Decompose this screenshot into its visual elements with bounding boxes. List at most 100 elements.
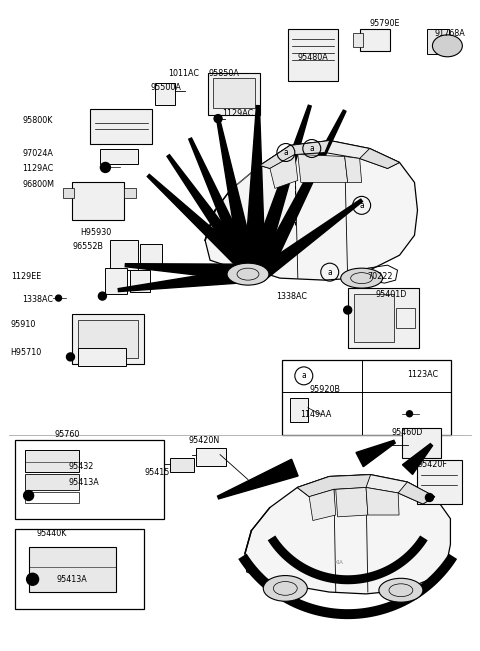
Text: 95415: 95415 bbox=[144, 467, 169, 477]
Text: 95432: 95432 bbox=[69, 462, 94, 471]
Circle shape bbox=[251, 268, 259, 276]
Circle shape bbox=[56, 295, 61, 301]
Bar bbox=[288, 29, 338, 81]
Text: 1338AC: 1338AC bbox=[23, 295, 54, 304]
Bar bbox=[354, 294, 394, 342]
Polygon shape bbox=[366, 488, 399, 515]
Ellipse shape bbox=[264, 575, 307, 602]
Bar bbox=[72, 182, 124, 220]
Bar bbox=[15, 439, 164, 519]
Text: 95800K: 95800K bbox=[23, 116, 53, 124]
Bar bbox=[348, 288, 420, 348]
Text: 70222: 70222 bbox=[368, 272, 393, 281]
Bar bbox=[110, 240, 138, 270]
Bar bbox=[418, 460, 462, 505]
Text: 1129AC: 1129AC bbox=[222, 109, 253, 118]
Polygon shape bbox=[262, 110, 346, 266]
Text: 95413A: 95413A bbox=[57, 575, 87, 585]
Text: 95790E: 95790E bbox=[370, 19, 400, 28]
Text: H95930: H95930 bbox=[81, 229, 112, 237]
Bar bbox=[130, 270, 150, 292]
Text: 96552B: 96552B bbox=[72, 242, 104, 251]
Polygon shape bbox=[268, 536, 428, 584]
Text: 1129EE: 1129EE bbox=[11, 272, 41, 281]
Bar bbox=[100, 148, 138, 165]
Bar bbox=[208, 73, 260, 115]
Polygon shape bbox=[217, 459, 298, 499]
Ellipse shape bbox=[227, 263, 269, 285]
Text: a: a bbox=[359, 201, 364, 210]
Bar bbox=[213, 77, 255, 107]
Bar bbox=[196, 448, 226, 465]
Polygon shape bbox=[356, 440, 395, 467]
Ellipse shape bbox=[341, 268, 383, 288]
Circle shape bbox=[98, 292, 107, 300]
Polygon shape bbox=[216, 118, 256, 267]
Polygon shape bbox=[402, 443, 432, 475]
Text: 95460D: 95460D bbox=[392, 428, 423, 437]
Text: a: a bbox=[327, 268, 332, 277]
Text: H95710: H95710 bbox=[11, 348, 42, 357]
Text: 1011AC: 1011AC bbox=[168, 69, 199, 77]
Polygon shape bbox=[260, 141, 399, 169]
Polygon shape bbox=[251, 105, 311, 268]
Polygon shape bbox=[345, 156, 361, 182]
Polygon shape bbox=[189, 138, 254, 271]
Polygon shape bbox=[245, 475, 450, 594]
Circle shape bbox=[26, 574, 38, 585]
Bar bbox=[428, 29, 449, 54]
Text: 95401D: 95401D bbox=[376, 290, 407, 299]
Circle shape bbox=[67, 353, 74, 361]
Circle shape bbox=[214, 115, 222, 122]
Polygon shape bbox=[125, 264, 240, 280]
Polygon shape bbox=[147, 174, 253, 273]
Bar bbox=[124, 188, 136, 199]
Text: 95920B: 95920B bbox=[310, 385, 341, 394]
Bar bbox=[72, 314, 144, 364]
Circle shape bbox=[246, 263, 254, 271]
Polygon shape bbox=[238, 553, 457, 619]
Bar bbox=[396, 308, 416, 328]
Circle shape bbox=[24, 490, 34, 501]
Polygon shape bbox=[256, 199, 362, 281]
Bar bbox=[106, 268, 127, 294]
Circle shape bbox=[407, 411, 412, 417]
Text: a: a bbox=[284, 148, 288, 157]
Polygon shape bbox=[205, 141, 418, 280]
Polygon shape bbox=[167, 155, 253, 272]
Polygon shape bbox=[398, 482, 435, 504]
Text: 95480A: 95480A bbox=[298, 53, 329, 62]
Ellipse shape bbox=[379, 578, 423, 602]
Bar bbox=[353, 33, 363, 47]
Bar bbox=[402, 428, 442, 458]
Text: 95440K: 95440K bbox=[36, 529, 67, 538]
Polygon shape bbox=[297, 475, 371, 497]
Polygon shape bbox=[118, 270, 239, 292]
Text: 95850A: 95850A bbox=[208, 69, 239, 77]
Text: 1338AC: 1338AC bbox=[276, 292, 307, 301]
Text: 95420F: 95420F bbox=[418, 460, 447, 469]
Ellipse shape bbox=[432, 35, 462, 57]
Polygon shape bbox=[245, 105, 265, 260]
Circle shape bbox=[256, 274, 264, 282]
Text: a: a bbox=[301, 371, 306, 380]
Text: KIA: KIA bbox=[334, 561, 343, 565]
Text: 1149AA: 1149AA bbox=[300, 409, 331, 419]
Text: 95420N: 95420N bbox=[188, 436, 219, 445]
Polygon shape bbox=[260, 141, 330, 169]
Text: 95413A: 95413A bbox=[69, 478, 99, 486]
Text: 97024A: 97024A bbox=[23, 148, 53, 158]
Bar bbox=[282, 360, 451, 435]
Bar bbox=[140, 244, 162, 268]
Bar bbox=[290, 398, 308, 422]
Bar bbox=[90, 109, 152, 143]
Polygon shape bbox=[297, 475, 435, 504]
Text: 95910: 95910 bbox=[11, 320, 36, 329]
Bar bbox=[78, 320, 138, 358]
Text: 95760: 95760 bbox=[55, 430, 80, 439]
Bar bbox=[62, 188, 74, 199]
Text: 1129AC: 1129AC bbox=[23, 165, 54, 173]
Polygon shape bbox=[270, 154, 298, 188]
Polygon shape bbox=[336, 488, 368, 517]
Text: a: a bbox=[310, 144, 314, 153]
